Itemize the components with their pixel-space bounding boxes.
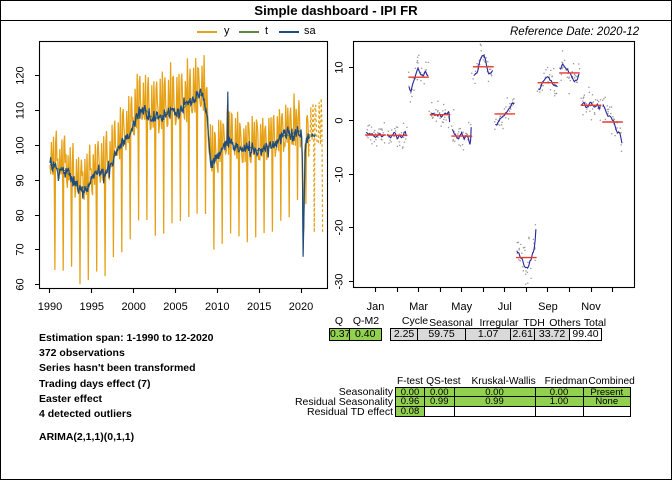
svg-text:60: 60 <box>15 278 27 290</box>
svg-text:1990: 1990 <box>38 301 62 313</box>
svg-text:100: 100 <box>15 136 27 154</box>
svg-text:90: 90 <box>15 174 27 186</box>
svg-text:May: May <box>451 301 472 313</box>
svg-text:70: 70 <box>15 243 27 255</box>
svg-text:80: 80 <box>15 209 27 221</box>
svg-text:120: 120 <box>15 66 27 84</box>
svg-text:2015: 2015 <box>247 301 271 313</box>
svg-text:-10: -10 <box>334 167 346 183</box>
svg-text:Jul: Jul <box>498 301 512 313</box>
svg-text:2000: 2000 <box>121 301 145 313</box>
svg-text:Mar: Mar <box>409 301 428 313</box>
svg-text:2010: 2010 <box>205 301 229 313</box>
svg-text:2020: 2020 <box>289 301 313 313</box>
svg-text:Jan: Jan <box>367 301 385 313</box>
svg-text:Sep: Sep <box>538 301 558 313</box>
svg-text:Nov: Nov <box>581 301 601 313</box>
svg-text:2005: 2005 <box>163 301 187 313</box>
svg-text:110: 110 <box>15 102 27 120</box>
svg-text:-30: -30 <box>334 274 346 290</box>
svg-text:1995: 1995 <box>80 301 104 313</box>
svg-text:-20: -20 <box>334 220 346 236</box>
svg-text:10: 10 <box>334 61 346 73</box>
svg-text:0: 0 <box>334 117 346 123</box>
